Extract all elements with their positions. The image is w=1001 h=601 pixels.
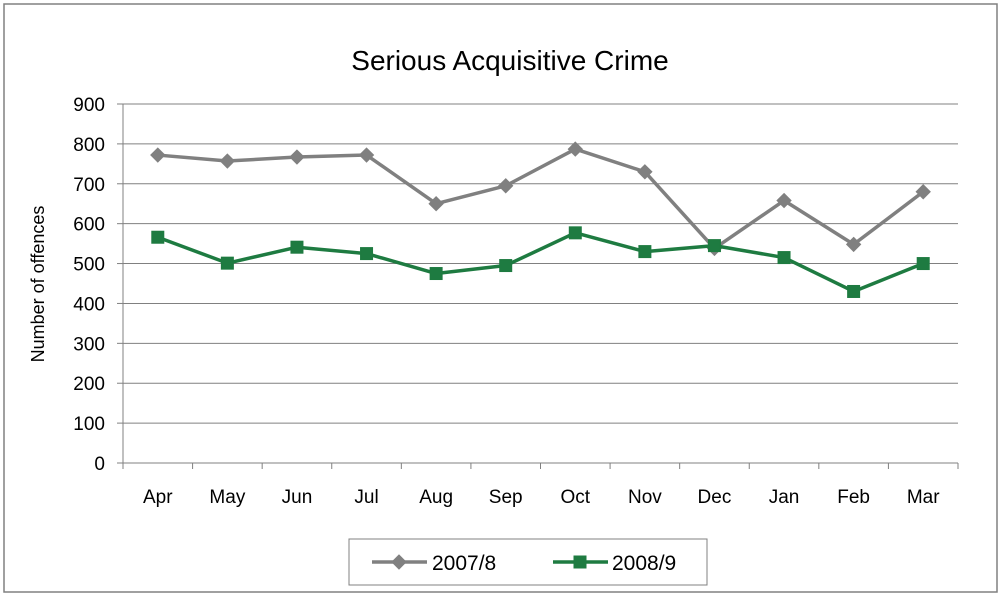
legend-marker: [573, 555, 587, 569]
series-1: [151, 226, 930, 298]
data-point: [429, 267, 443, 281]
y-tick-label: 800: [73, 135, 105, 156]
x-tick-label: May: [209, 487, 245, 508]
y-tick-label: 400: [73, 294, 105, 315]
x-tick-label: Jun: [282, 487, 313, 508]
data-point: [428, 196, 444, 212]
data-point: [638, 245, 652, 259]
series-line: [157, 147, 925, 251]
data-point: [707, 239, 721, 253]
legend: 2007/8 2008/9: [348, 538, 708, 586]
data-point: [360, 247, 374, 261]
x-tick-label: Oct: [561, 487, 591, 508]
x-tick-label: Mar: [907, 487, 940, 508]
legend-label: 2007/8: [432, 552, 496, 575]
x-tick-label: Sep: [489, 487, 523, 508]
y-tick-label: 200: [73, 374, 105, 395]
data-point: [219, 153, 236, 169]
x-tick-label: Jul: [354, 487, 378, 508]
chart-title: Serious Acquisitive Crime: [351, 45, 668, 76]
x-tick-label: Feb: [837, 487, 870, 508]
y-tick-label: 500: [73, 255, 105, 276]
y-tick-label: 900: [73, 95, 105, 116]
x-tick-label: Dec: [698, 487, 732, 508]
x-tick-label: Apr: [143, 487, 173, 508]
data-point: [498, 178, 514, 194]
y-axis-title: Number of offences: [28, 206, 48, 363]
data-point: [568, 226, 582, 240]
series-layer: [150, 141, 931, 298]
x-tick-label: Jan: [769, 487, 800, 508]
data-point: [776, 192, 792, 209]
chart-border: [3, 3, 998, 593]
data-point: [220, 256, 234, 270]
data-point: [150, 147, 166, 163]
y-tick-label: 700: [73, 175, 105, 196]
y-tick-label: 0: [94, 454, 105, 475]
data-point: [847, 284, 861, 298]
y-tick-label: 300: [73, 334, 105, 355]
data-point: [289, 149, 305, 165]
data-point: [637, 164, 653, 180]
data-point: [845, 236, 862, 253]
data-point: [151, 230, 165, 244]
data-point: [499, 259, 513, 273]
series-line: [157, 231, 924, 294]
data-point: [290, 240, 304, 254]
data-point: [915, 184, 931, 200]
y-tick-label: 600: [73, 215, 105, 236]
y-tick-label: 100: [73, 414, 105, 435]
data-point: [916, 257, 930, 271]
data-point: [777, 251, 791, 265]
legend-marker: [391, 554, 407, 570]
x-tick-label: Aug: [419, 487, 453, 508]
data-point: [358, 147, 375, 163]
axes: 0 100 200 300 400 500 600 700 800 900 Apr May Jun Jul…: [73, 95, 959, 508]
data-point: [567, 141, 583, 157]
legend-label: 2008/9: [612, 552, 676, 575]
x-tick-label: Nov: [628, 487, 662, 508]
series-0: [150, 141, 931, 257]
